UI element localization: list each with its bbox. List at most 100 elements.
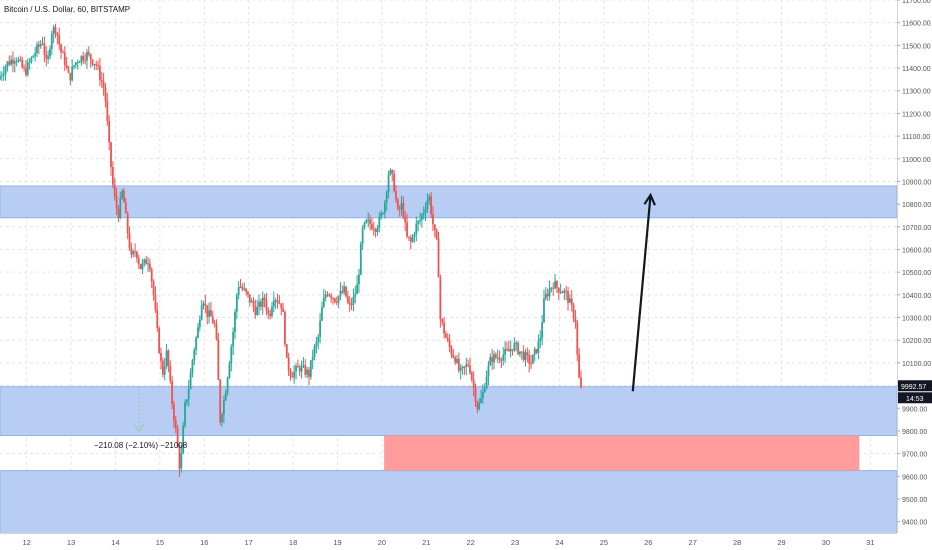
candle-body	[450, 347, 453, 355]
candle-body	[480, 398, 482, 403]
candle-body	[239, 286, 242, 288]
candle	[537, 334, 540, 360]
candle	[132, 249, 135, 258]
candle-body	[324, 294, 327, 298]
candle-body	[469, 365, 471, 373]
candle	[426, 193, 429, 214]
candle-body	[533, 348, 536, 355]
candle-body	[372, 229, 375, 231]
candle	[485, 370, 488, 390]
candle	[311, 349, 314, 370]
candle	[430, 192, 433, 218]
candle	[137, 254, 140, 269]
candle-body	[161, 360, 164, 375]
candle-body	[567, 291, 569, 303]
candle	[526, 347, 529, 363]
candle-body	[526, 352, 529, 355]
candle-body	[52, 27, 55, 35]
price-tick-label: 11400.00	[902, 66, 931, 73]
candle	[300, 360, 303, 379]
candle	[274, 298, 277, 309]
projection-arrowhead	[643, 192, 656, 206]
candle-body	[482, 391, 484, 399]
symbol-title: Bitcoin / U.S. Dollar, 60, BITSTAMP	[4, 5, 131, 14]
candle	[185, 399, 188, 406]
candle-body	[211, 316, 214, 324]
candle-body	[191, 360, 194, 374]
last-price-label: 9992.57	[901, 384, 926, 391]
candle	[43, 36, 46, 63]
candle-body	[95, 63, 98, 66]
candle-body	[197, 327, 199, 338]
candle-body	[408, 236, 410, 238]
candle	[541, 314, 544, 346]
candle	[25, 60, 27, 77]
candle-body	[80, 56, 83, 62]
candle	[237, 281, 240, 300]
candle	[576, 320, 579, 362]
candle	[439, 274, 442, 328]
candle-body	[546, 293, 549, 297]
candle-body	[160, 352, 162, 361]
candle	[470, 370, 473, 383]
candle	[376, 225, 379, 236]
candle-body	[99, 66, 101, 80]
candle-body	[37, 44, 40, 47]
price-tick-label: 9600.00	[902, 474, 927, 481]
candle	[171, 375, 173, 410]
candle	[93, 63, 96, 70]
candle-body	[387, 174, 390, 193]
candle-body	[17, 59, 20, 62]
price-tick-label: 11600.00	[902, 21, 931, 28]
candle	[304, 359, 307, 378]
candle-body	[278, 302, 281, 304]
candle	[197, 322, 199, 339]
candle-body	[452, 354, 455, 358]
candle	[265, 293, 268, 316]
candle-body	[163, 366, 166, 375]
candle	[276, 293, 279, 309]
candle-body	[578, 354, 581, 378]
support-resistance-zone	[0, 470, 898, 536]
candle	[241, 283, 244, 292]
candle	[507, 340, 510, 352]
candle	[419, 212, 421, 225]
candle	[50, 30, 53, 55]
candle-body	[19, 59, 22, 61]
candle-body	[272, 300, 275, 307]
countdown-label-bg	[898, 392, 932, 404]
candle-body	[271, 306, 273, 317]
candle-body	[219, 379, 222, 423]
candle	[71, 59, 74, 82]
candle-body	[333, 298, 336, 302]
candle-body	[513, 343, 516, 351]
candle	[519, 351, 521, 358]
candle-body	[41, 43, 44, 45]
candle	[41, 36, 44, 46]
candle-body	[269, 313, 272, 317]
candle	[124, 197, 127, 214]
candle	[115, 187, 118, 216]
candle	[400, 195, 403, 216]
candle-body	[346, 296, 349, 303]
candle	[343, 281, 346, 295]
candle	[150, 267, 153, 288]
candle-body	[148, 263, 151, 270]
candle	[476, 400, 479, 414]
candle	[463, 366, 466, 375]
candle	[568, 294, 571, 303]
price-tick-label: 11200.00	[902, 111, 931, 118]
candle	[100, 71, 103, 88]
candle	[163, 358, 166, 381]
candle-body	[487, 365, 490, 377]
candle	[365, 218, 368, 224]
candle-body	[461, 366, 464, 369]
candle	[287, 352, 290, 376]
candle-body	[317, 336, 320, 342]
time-tick-label: 23	[511, 538, 519, 547]
candle-body	[456, 358, 458, 363]
candle	[461, 365, 464, 375]
candle	[95, 60, 98, 71]
candle	[247, 290, 249, 298]
